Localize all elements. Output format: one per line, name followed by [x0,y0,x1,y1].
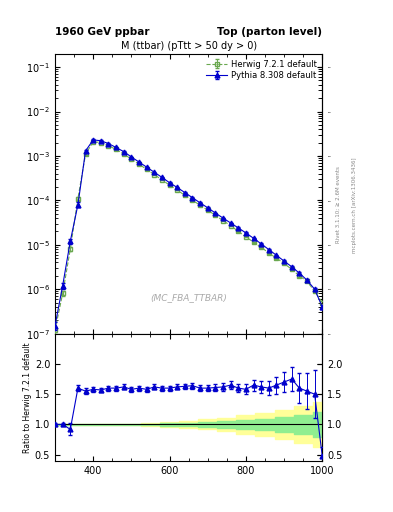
Text: mcplots.cern.ch [arXiv:1306.3436]: mcplots.cern.ch [arXiv:1306.3436] [352,157,357,252]
Legend: Herwig 7.2.1 default, Pythia 8.308 default: Herwig 7.2.1 default, Pythia 8.308 defau… [205,58,318,82]
Text: 1960 GeV ppbar: 1960 GeV ppbar [55,27,149,37]
Text: Rivet 3.1.10; ≥ 2.6M events: Rivet 3.1.10; ≥ 2.6M events [336,166,341,243]
Text: M (ttbar) (pTtt > 50 dy > 0): M (ttbar) (pTtt > 50 dy > 0) [121,41,257,51]
Text: Top (parton level): Top (parton level) [217,27,322,37]
Text: (MC_FBA_TTBAR): (MC_FBA_TTBAR) [150,293,227,302]
Y-axis label: Ratio to Herwig 7.2.1 default: Ratio to Herwig 7.2.1 default [23,342,32,453]
